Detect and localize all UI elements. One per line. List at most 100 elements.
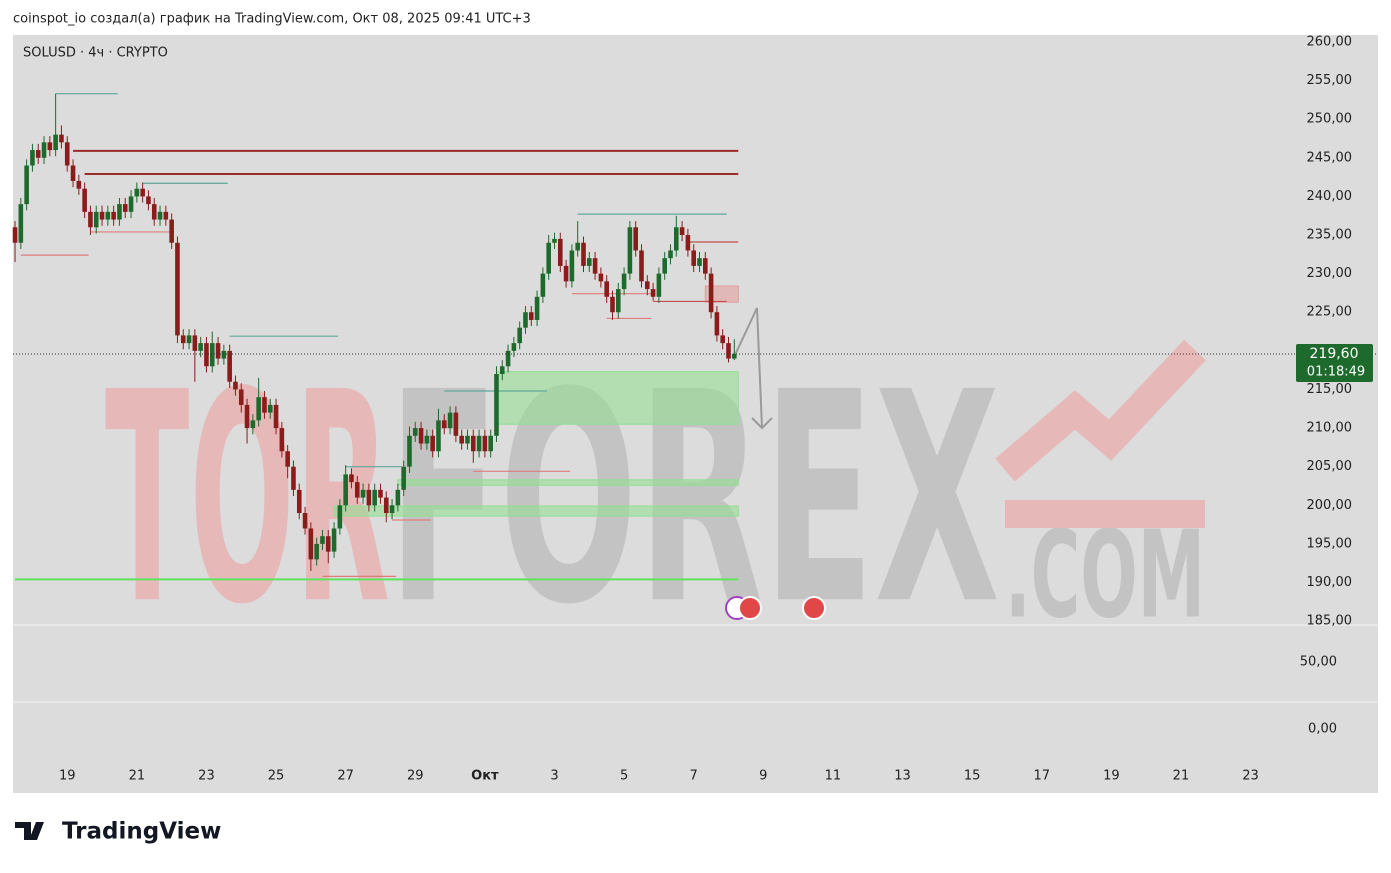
x-tick-label: 5 <box>620 769 628 784</box>
candle-body <box>726 343 731 359</box>
candle-body <box>720 335 726 344</box>
candle-body <box>586 258 592 266</box>
candle-body <box>192 335 198 351</box>
candle-body <box>105 211 111 220</box>
forecast-arrow <box>734 307 773 430</box>
x-tick-label: Окт <box>471 769 499 784</box>
candle-body <box>697 258 702 266</box>
candle-body <box>662 258 667 274</box>
candle-body <box>64 142 70 166</box>
candle-body <box>540 273 546 297</box>
watermark-arrow <box>995 339 1206 482</box>
candle-body <box>534 296 540 320</box>
candle-body <box>354 482 360 498</box>
candle-body <box>221 350 227 359</box>
candle-body <box>482 435 488 452</box>
x-tick-label: 11 <box>825 769 842 784</box>
candle-body <box>372 489 377 506</box>
y-tick-label: 190,00 <box>1307 575 1353 590</box>
candle-body <box>383 497 389 514</box>
candle-body <box>82 188 87 212</box>
x-tick-label: 21 <box>1173 769 1190 784</box>
logo-text: TradingView <box>62 819 221 845</box>
candle-body <box>157 211 163 220</box>
event-icon[interactable] <box>738 596 762 620</box>
candle-body <box>163 211 169 220</box>
y-tick-label: 240,00 <box>1307 189 1353 204</box>
y-tick-label: 210,00 <box>1307 421 1353 436</box>
candle-body <box>18 204 24 243</box>
candle-body <box>128 196 134 212</box>
candle-body <box>598 273 604 282</box>
candle-body <box>296 489 302 514</box>
candle-body <box>436 420 441 452</box>
candle-body <box>552 238 557 243</box>
candle-body <box>349 474 354 483</box>
candle-body <box>47 142 53 151</box>
candle-body <box>447 412 453 429</box>
x-tick-label: 9 <box>759 769 767 784</box>
y-tick-label: 255,00 <box>1307 73 1353 88</box>
candle-body <box>238 389 244 405</box>
x-tick-label: 15 <box>964 769 981 784</box>
y-tick-label: 235,00 <box>1307 228 1353 243</box>
candle-body <box>186 335 192 344</box>
candle-body <box>325 536 331 552</box>
candle-body <box>88 211 93 228</box>
x-tick-label: 19 <box>59 769 76 784</box>
x-tick-label: 25 <box>268 769 285 784</box>
candle-body <box>656 273 662 297</box>
candle-body <box>563 265 569 282</box>
candle-body <box>569 250 575 282</box>
candle-body <box>581 242 586 266</box>
candle-body <box>12 227 18 243</box>
candle-body <box>470 435 476 452</box>
candle-body <box>546 242 551 274</box>
y-tick-label: 205,00 <box>1307 459 1353 474</box>
candle-body <box>528 312 534 320</box>
candle-body <box>30 150 35 166</box>
candle-body <box>285 451 290 467</box>
y-tick-label: 0,00 <box>1308 722 1337 737</box>
candle-body <box>627 227 633 274</box>
candle-body <box>366 489 372 506</box>
candle-body <box>459 435 464 444</box>
candle-body <box>703 258 708 274</box>
candle-body <box>320 536 325 544</box>
candle-body <box>673 227 679 251</box>
candle-body <box>424 435 430 444</box>
candle-body <box>615 289 621 313</box>
candle-body <box>244 404 250 429</box>
candle-body <box>343 474 348 506</box>
candle-body <box>331 528 337 552</box>
candle-body <box>639 250 644 282</box>
candle-body <box>488 435 493 452</box>
y-tick-label: 230,00 <box>1307 266 1353 281</box>
symbol-title: SOLUSD · 4ч · CRYPTO <box>23 46 168 61</box>
candle-body <box>93 211 99 228</box>
x-tick-label: 19 <box>1103 769 1120 784</box>
y-tick-label: 185,00 <box>1307 614 1353 629</box>
y-tick-label: 200,00 <box>1307 498 1353 513</box>
watermark-right: .COM <box>1005 507 1205 646</box>
watermark-left: TOR <box>105 331 390 668</box>
candle-body <box>557 238 563 266</box>
candle-body <box>169 219 174 243</box>
x-tick-label: 29 <box>407 769 424 784</box>
x-tick-label: 3 <box>550 769 558 784</box>
event-icon[interactable] <box>802 596 826 620</box>
candle-body <box>714 312 720 336</box>
x-tick-label: 23 <box>1242 769 1259 784</box>
y-tick-label: 245,00 <box>1307 150 1353 165</box>
candle-body <box>302 513 308 529</box>
candle-body <box>441 420 447 429</box>
candle-body <box>209 343 215 367</box>
x-tick-label: 7 <box>690 769 698 784</box>
candle-body <box>267 404 273 413</box>
candle-body <box>76 180 82 189</box>
candle-body <box>250 420 256 429</box>
candle-body <box>227 350 232 382</box>
header-text: coinspot_io создал(а) график на TradingV… <box>13 12 531 27</box>
candle-body <box>233 381 238 390</box>
candle-body <box>256 397 261 421</box>
